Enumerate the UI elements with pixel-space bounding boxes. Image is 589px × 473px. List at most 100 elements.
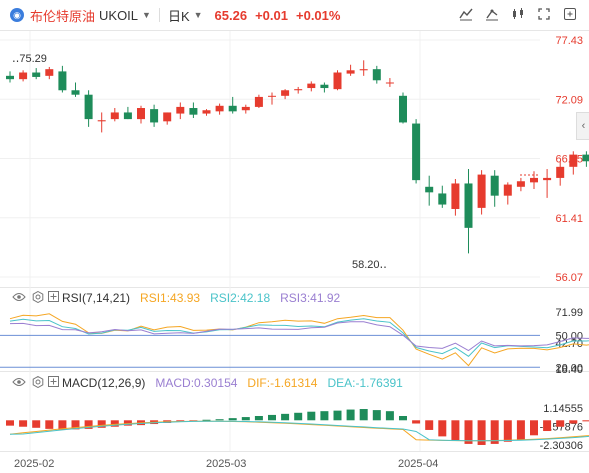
- dea-line: [9, 420, 589, 442]
- candle-body: [150, 109, 159, 123]
- price-change-pct: +0.01%: [296, 7, 341, 23]
- candle-body: [359, 69, 368, 71]
- macd-histogram-bar: [503, 420, 512, 442]
- rsi1-line: [9, 313, 589, 367]
- rsi-axis-label: 20.00: [555, 362, 583, 374]
- symbol-logo-icon: ◉: [10, 8, 24, 22]
- macd-histogram-bar: [477, 420, 486, 445]
- eye-icon[interactable]: [12, 291, 26, 305]
- rsi-axis-label: 71.99: [555, 307, 583, 319]
- macd-histogram-bar: [32, 420, 41, 428]
- time-axis-label: 2025-04: [398, 458, 438, 470]
- candle-body: [189, 108, 198, 115]
- rsi1-value: RSI1:43.93: [140, 291, 201, 305]
- candle-body: [84, 94, 93, 120]
- macd-toggle-icon[interactable]: [48, 376, 59, 390]
- candle-body: [490, 175, 499, 196]
- indicator-icon[interactable]: [457, 6, 475, 24]
- rsi-axis-label: 50.00: [555, 330, 583, 342]
- symbol-name[interactable]: 布伦特原油: [30, 8, 96, 24]
- candle-body: [333, 72, 342, 90]
- candle-body: [32, 72, 41, 77]
- candle-body: [516, 181, 525, 187]
- draw-icon[interactable]: [483, 6, 501, 24]
- macd-histogram-bar: [530, 420, 538, 436]
- macd-histogram-bar: [399, 415, 407, 421]
- candle-body: [123, 112, 132, 120]
- macd-histogram-bar: [241, 417, 250, 421]
- candle-body: [503, 184, 512, 196]
- candle-body: [281, 90, 290, 96]
- candle-body: [438, 193, 447, 205]
- macd-histogram-bar: [268, 414, 276, 421]
- settings-icon[interactable]: [561, 6, 579, 24]
- rsi-name: RSI(7,14,21): [62, 291, 131, 305]
- gear-icon[interactable]: [32, 290, 44, 306]
- symbol-code[interactable]: UKOIL: [99, 7, 139, 23]
- macd-histogram-bar: [425, 420, 434, 430]
- macd-histogram-bar: [84, 420, 93, 429]
- candle-body: [346, 70, 355, 74]
- candle-body: [254, 96, 263, 107]
- macd-histogram-bar: [254, 415, 263, 421]
- dif-line: [9, 420, 589, 442]
- macd-histogram-bar: [582, 420, 589, 422]
- macd-header: MACD(12,26,9) MACD:0.30154 DIF:-1.61314 …: [0, 375, 413, 391]
- macd-name: MACD(12,26,9): [62, 376, 146, 390]
- macd-histogram-bar: [45, 420, 54, 429]
- candle-body: [543, 177, 552, 181]
- macd-histogram-bar: [359, 409, 368, 421]
- macd-histogram-bar: [412, 420, 421, 424]
- rsi-axis-label: 18.40: [555, 364, 583, 376]
- rsi3-value: RSI3:41.92: [280, 291, 341, 305]
- candle-body: [307, 83, 316, 89]
- fullscreen-icon[interactable]: [535, 6, 553, 24]
- candle-body: [6, 75, 14, 80]
- candle-body: [137, 108, 145, 120]
- candle-body: [45, 69, 54, 76]
- candle-body: [176, 106, 185, 114]
- macd-histogram-bar: [281, 413, 290, 421]
- macd-histogram-bar: [110, 420, 119, 427]
- macd-histogram-bar: [438, 420, 447, 437]
- rsi-toggle-icon[interactable]: [48, 291, 59, 305]
- candle-body: [268, 95, 276, 97]
- macd-histogram-bar: [71, 420, 80, 430]
- candle-body: [241, 106, 250, 111]
- candle-body: [228, 105, 237, 112]
- last-price: 65.26: [214, 7, 248, 23]
- macd-histogram-bar: [385, 411, 394, 421]
- eye-icon[interactable]: [12, 376, 26, 390]
- price-axis-label: 72.09: [555, 94, 583, 106]
- macd-histogram-bar: [464, 420, 473, 444]
- toolbar-divider: [158, 8, 160, 22]
- rsi3-line: [9, 321, 589, 352]
- macd-histogram-bar: [294, 412, 303, 421]
- candle-body: [477, 174, 486, 208]
- macd-axis-label: -2.30306: [540, 440, 583, 452]
- candle-body: [582, 154, 589, 162]
- candle-body: [451, 183, 460, 209]
- sidebar-collapse-icon[interactable]: ‹: [576, 112, 589, 140]
- period-dropdown-icon[interactable]: ▼: [193, 10, 203, 20]
- macd-histogram-bar: [6, 420, 14, 426]
- candle-type-icon[interactable]: [509, 6, 527, 24]
- macd-histogram-bar: [556, 420, 565, 427]
- macd-histogram-bar: [346, 409, 355, 421]
- gear-icon[interactable]: [32, 375, 44, 391]
- price-axis-label: 77.43: [555, 35, 583, 47]
- symbol-dropdown-icon[interactable]: ▼: [142, 10, 151, 20]
- candle-body: [110, 112, 119, 120]
- symbol-toolbar: ◉ 布伦特原油 UKOIL ▼ 日K ▼ 65.26 +0.01 +0.01%: [0, 0, 589, 30]
- candle-body: [412, 123, 421, 181]
- low-annotation: 58.20‥: [352, 259, 387, 271]
- price-axis-label: 61.41: [555, 213, 583, 225]
- time-axis-label: 2025-02: [14, 458, 54, 470]
- candle-body: [530, 177, 538, 183]
- candle-body: [202, 110, 211, 114]
- candle-body: [215, 105, 224, 112]
- macd-value: MACD:0.30154: [155, 376, 238, 390]
- rsi-header: RSI(7,14,21) RSI1:43.93 RSI2:42.18 RSI3:…: [0, 290, 350, 306]
- period-selector[interactable]: 日K: [167, 8, 190, 24]
